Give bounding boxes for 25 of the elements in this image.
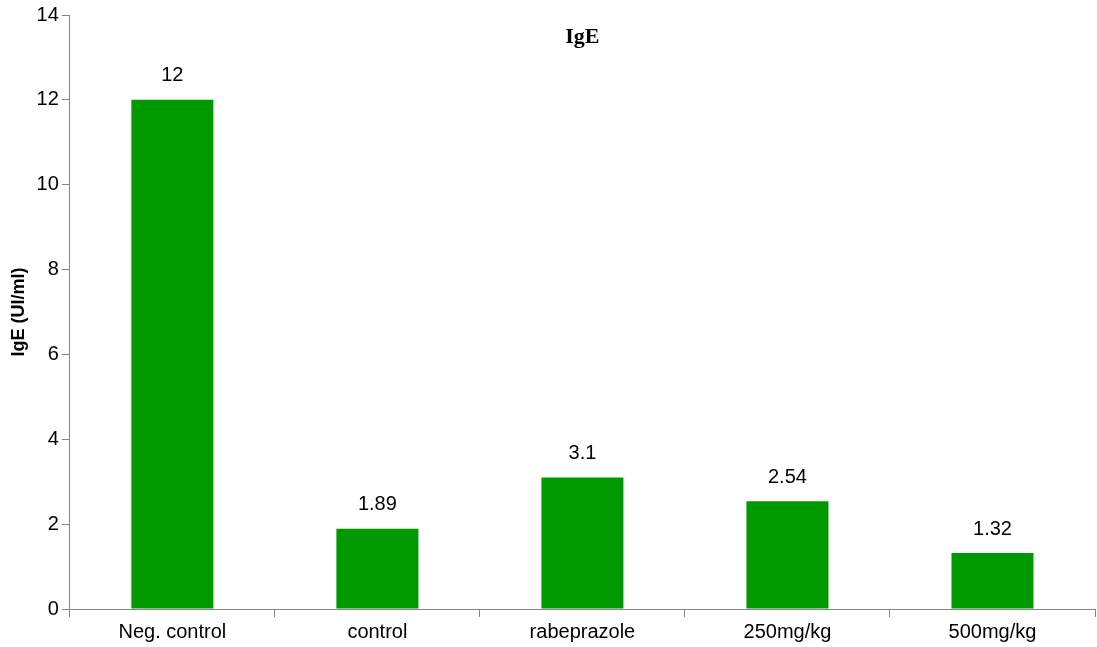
- bar: [746, 501, 829, 609]
- data-label: 12: [161, 63, 184, 86]
- data-label: 1.32: [973, 516, 1012, 539]
- y-tick-label: 8: [47, 257, 59, 280]
- data-label: 3.1: [568, 440, 597, 463]
- bar: [951, 552, 1034, 609]
- x-tick-label: 500mg/kg: [948, 619, 1037, 642]
- chart-title: IgE: [565, 22, 600, 48]
- y-tick-label: 14: [36, 2, 59, 25]
- y-tick-label: 12: [36, 87, 59, 110]
- y-tick-label: 10: [36, 172, 59, 195]
- bar: [541, 477, 624, 609]
- x-tick-label: rabeprazole: [529, 619, 636, 642]
- y-axis-title: IgE (UI/ml): [7, 267, 28, 357]
- y-tick-label: 2: [47, 511, 59, 534]
- y-tick-label: 4: [47, 426, 59, 449]
- x-tick-label: control: [347, 619, 408, 642]
- x-tick-label: 250mg/kg: [743, 619, 832, 642]
- data-label: 1.89: [357, 492, 397, 515]
- y-tick-label: 6: [47, 341, 59, 364]
- bar: [131, 99, 214, 609]
- bar: [336, 528, 419, 609]
- data-label: 2.54: [767, 464, 807, 487]
- y-tick-label: 0: [47, 596, 59, 619]
- x-tick-label: Neg. control: [118, 619, 227, 642]
